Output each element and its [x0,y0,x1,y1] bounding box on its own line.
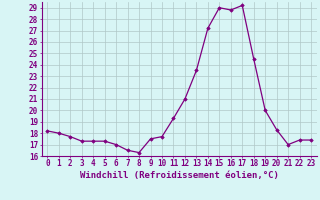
X-axis label: Windchill (Refroidissement éolien,°C): Windchill (Refroidissement éolien,°C) [80,171,279,180]
